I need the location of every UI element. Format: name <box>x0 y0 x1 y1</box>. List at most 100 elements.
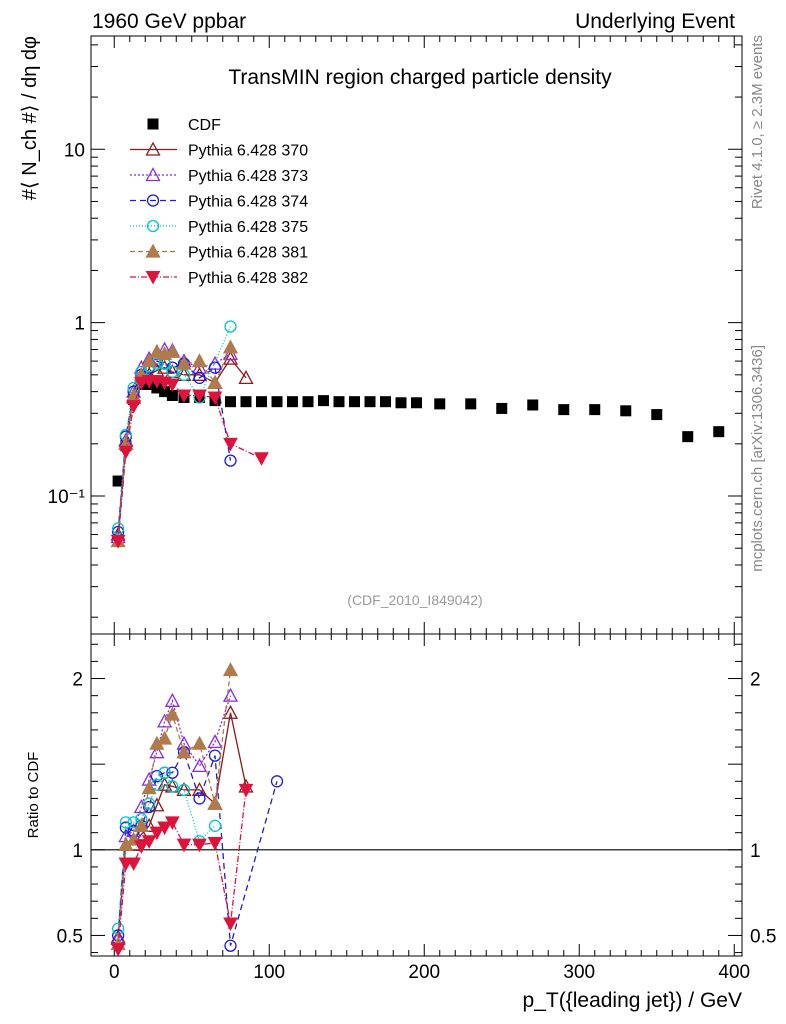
data-point <box>165 378 180 392</box>
ratio-point <box>207 734 223 749</box>
data-point <box>240 396 252 408</box>
data-point <box>496 402 508 414</box>
ratio-point <box>222 662 239 677</box>
data-point <box>434 398 446 410</box>
data-point <box>112 475 124 487</box>
legend-label: Pythia 6.428 374 <box>188 194 308 211</box>
legend-label: Pythia 6.428 382 <box>188 270 308 287</box>
ratio-point <box>208 819 222 832</box>
legend: CDF Pythia 6.428 370 Pythia 6.428 373 Pythi… <box>130 117 308 287</box>
series-pythia-6-428-382 <box>110 375 269 549</box>
ratio-point <box>158 766 171 779</box>
data-point <box>224 320 237 333</box>
ratio-point <box>119 816 133 829</box>
ratio-line <box>117 750 278 946</box>
ratio-point <box>222 704 239 719</box>
ratio-point <box>191 758 208 773</box>
data-point <box>287 396 298 408</box>
ratio-point <box>192 838 207 853</box>
ratio-point <box>134 840 149 854</box>
data-point <box>364 396 376 408</box>
ratio-point <box>157 713 173 728</box>
x-tick-label: 300 <box>563 962 595 983</box>
ratio-point <box>141 780 157 795</box>
data-point <box>256 396 267 408</box>
ratio-point <box>270 775 284 788</box>
ratio-point <box>222 687 239 702</box>
ratio-point <box>223 917 238 932</box>
data-point <box>271 396 283 408</box>
legend-marker <box>145 243 161 258</box>
data-point <box>302 396 314 408</box>
data-point <box>527 399 539 411</box>
ratio-point <box>224 939 237 952</box>
data-point <box>318 395 329 407</box>
data-point <box>238 370 254 385</box>
y-tick-label: 10 <box>64 140 85 161</box>
data-point <box>222 350 239 365</box>
x-tick-label: 0 <box>109 962 120 983</box>
ratio-point <box>110 943 126 956</box>
ratio-point <box>166 780 179 793</box>
y-tick-label: 1 <box>74 314 85 335</box>
ratio-y-tick-label-right: 0.5 <box>750 926 776 947</box>
ratio-line <box>117 789 247 950</box>
data-point <box>222 339 239 354</box>
analysis-id: (CDF_2010_I849042) <box>347 592 482 608</box>
data-point <box>126 400 141 414</box>
data-point <box>465 398 477 410</box>
legend-entry-pythia-6-428-373: Pythia 6.428 373 <box>130 167 308 185</box>
ratio-point <box>133 817 149 832</box>
data-point <box>395 397 407 409</box>
data-point <box>254 452 269 466</box>
data-point <box>110 535 126 549</box>
legend-entry-cdf: CDF <box>147 117 221 134</box>
data-point <box>207 391 223 406</box>
legend-label: Pythia 6.428 370 <box>188 143 308 160</box>
data-point <box>558 404 570 416</box>
y-tick-label: 10⁻¹ <box>48 487 86 508</box>
legend-entry-pythia-6-428-381: Pythia 6.428 381 <box>130 243 308 262</box>
ratio-point <box>193 792 206 805</box>
ratio-series-pythia-6-428-381 <box>110 662 239 951</box>
data-point <box>118 445 134 460</box>
ratio-point <box>176 838 192 853</box>
data-point <box>411 397 422 409</box>
ratio-point <box>164 706 180 721</box>
ratio-series-pythia-6-428-382 <box>110 783 254 956</box>
data-point <box>166 389 178 401</box>
data-point <box>159 386 171 398</box>
legend-label: Pythia 6.428 375 <box>188 219 308 236</box>
data-point <box>164 343 180 358</box>
ratio-point <box>207 795 223 810</box>
ratio-y-tick-label: 1 <box>72 841 83 862</box>
legend-marker <box>145 167 161 182</box>
side-rivet-text: Rivet 4.1.0, ≥ 2.3M events <box>749 35 766 209</box>
legend-entry-pythia-6-428-370: Pythia 6.428 370 <box>130 141 308 160</box>
x-tick-label: 100 <box>253 962 285 983</box>
legend-entry-pythia-6-428-374: Pythia 6.428 374 <box>130 194 308 211</box>
header-left: 1960 GeV ppbar <box>92 10 246 33</box>
data-point <box>166 365 179 379</box>
data-point <box>589 404 601 416</box>
ratio-point <box>166 766 179 779</box>
ratio-point <box>191 781 208 797</box>
x-axis-label: p_T({leading jet}) / GeV <box>523 989 742 1012</box>
legend-marker <box>145 271 161 285</box>
legend-entry-pythia-6-428-375: Pythia 6.428 375 <box>130 219 308 236</box>
ratio-y-tick-label-right: 1 <box>750 841 761 862</box>
legend-marker <box>146 219 160 233</box>
ratio-point <box>191 735 208 750</box>
legend-marker <box>145 141 161 156</box>
side-mcplots-text: mcplots.cern.ch [arXiv:1306.3436] <box>749 345 766 572</box>
data-point <box>193 371 206 385</box>
legend-label: Pythia 6.428 381 <box>188 245 308 262</box>
ratio-point <box>157 821 172 836</box>
ratio-point <box>165 816 180 830</box>
series-line <box>117 326 232 529</box>
data-point <box>333 396 345 408</box>
ratio-point <box>141 817 157 832</box>
ratio-series-pythia-6-428-374 <box>111 746 284 952</box>
legend-marker <box>146 194 160 207</box>
